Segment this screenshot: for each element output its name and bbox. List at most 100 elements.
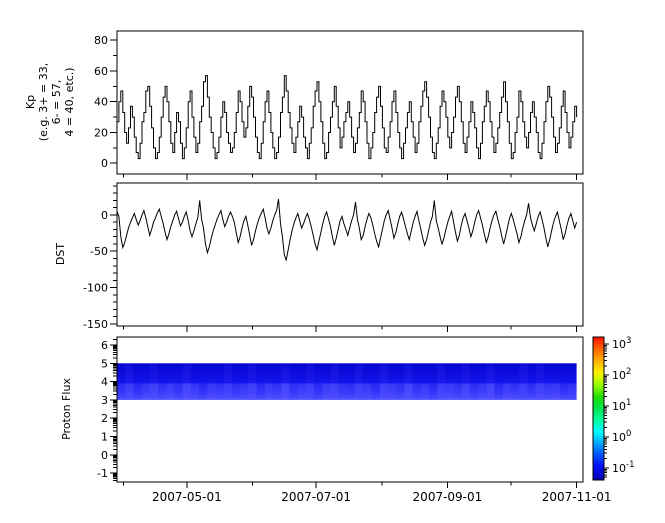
proton-flux-streak <box>568 383 577 400</box>
proton-flux-streak <box>387 383 397 400</box>
proton-flux-streak <box>560 383 569 400</box>
kp-axis-label-line3: 6- = 57, <box>50 80 63 125</box>
proton-flux-streak <box>158 383 167 400</box>
proton-flux-streak <box>289 383 298 400</box>
kp-axis-label-line4: 4 = 40, etc.) <box>63 67 76 136</box>
colorbar-tick-label: 103 <box>612 336 631 351</box>
proton-flux-streak <box>404 383 413 400</box>
colorbar-tick-label: 10-1 <box>612 460 634 475</box>
proton-flux-streak <box>535 363 544 400</box>
colorbar-ticks <box>604 343 609 478</box>
proton-flux-streak <box>346 383 356 400</box>
proton-flux-streak <box>437 363 446 400</box>
proton-flux-streak <box>174 383 183 400</box>
kp-ytick-label: 0 <box>101 157 108 170</box>
proton-flux-streak <box>371 383 380 400</box>
proton-flux-streak <box>404 363 413 400</box>
proton-flux-streak <box>535 383 544 400</box>
proton-flux-streak <box>486 383 495 400</box>
proton-flux-streak <box>519 363 528 400</box>
proton-flux-streak <box>437 383 446 400</box>
axis-ticks <box>110 39 578 488</box>
proton-flux-streak <box>420 383 429 400</box>
proton-flux-streak <box>355 363 364 400</box>
proton-flux-axis-label: Proton Flux <box>60 378 73 440</box>
proton-flux-streak <box>338 383 347 400</box>
axis-tick-labels: 80 60 40 20 0 0 -50 -100 -150 6 5 4 3 2 1 0 -1 2007-05-01… <box>83 34 611 504</box>
proton-flux-streak <box>231 383 241 400</box>
proton-ytick-label: 6 <box>101 339 108 352</box>
proton-flux-streak <box>125 383 134 400</box>
proton-flux-streak <box>469 383 479 400</box>
proton-flux-streak <box>396 383 405 400</box>
kp-axis-label-line1: Kp <box>24 95 37 109</box>
proton-flux-streak <box>149 383 159 400</box>
proton-flux-streak <box>305 383 315 400</box>
proton-flux-streak <box>511 383 520 400</box>
proton-flux-streak <box>273 383 282 400</box>
proton-flux-streak <box>314 383 323 400</box>
proton-flux-streak <box>552 383 561 400</box>
colorbar-tick-label: 100 <box>612 429 631 444</box>
x-tick-label: 2007-11-01 <box>542 490 612 504</box>
proton-flux-streak <box>461 383 470 400</box>
proton-flux-streak <box>330 363 339 400</box>
proton-flux-streak <box>248 363 257 400</box>
proton-flux-streak <box>149 363 159 400</box>
proton-ytick-label: 1 <box>101 430 108 443</box>
proton-ytick-label: 3 <box>101 394 108 407</box>
proton-flux-streak <box>240 383 249 400</box>
proton-flux-streak <box>133 383 142 400</box>
proton-flux-streak <box>519 383 528 400</box>
proton-flux-streak <box>453 383 462 400</box>
proton-ytick-label: -1 <box>97 467 108 480</box>
proton-flux-streak <box>412 383 421 400</box>
kp-panel-border <box>116 30 584 175</box>
proton-flux-streak <box>297 383 306 400</box>
proton-flux-streak <box>182 383 191 400</box>
proton-flux-streak <box>322 383 331 400</box>
x-tick-label: 2007-09-01 <box>413 490 483 504</box>
proton-flux-streak <box>461 363 470 400</box>
x-tick-label: 2007-07-01 <box>281 490 351 504</box>
proton-flux-streak <box>248 383 257 400</box>
proton-flux-streak <box>355 383 364 400</box>
proton-flux-band <box>117 363 577 400</box>
proton-flux-streak <box>330 383 339 400</box>
kp-trace <box>117 75 578 160</box>
proton-flux-streak <box>305 363 315 400</box>
proton-ytick-label: 2 <box>101 412 108 425</box>
proton-flux-streak <box>486 363 495 400</box>
proton-flux-streak <box>379 363 388 400</box>
proton-flux-streak <box>207 383 216 400</box>
proton-flux-streak <box>494 383 503 400</box>
dst-trace <box>116 198 578 262</box>
kp-axis-label-line2: (e.g. 3+ = 33, <box>37 63 50 141</box>
proton-panel-border <box>116 336 584 483</box>
proton-flux-streak <box>281 363 290 400</box>
proton-flux-streak <box>428 383 438 400</box>
proton-flux-streak <box>190 383 200 400</box>
proton-ytick-label: 5 <box>101 357 108 370</box>
kp-ytick-label: 60 <box>94 65 108 78</box>
proton-flux-streak <box>527 383 536 400</box>
proton-ytick-label: 4 <box>101 376 108 389</box>
proton-flux-streak <box>141 383 150 400</box>
colorbar-tick-label: 102 <box>612 367 631 382</box>
proton-flux-streak <box>281 383 290 400</box>
proton-flux-streak <box>502 383 512 400</box>
proton-flux-streak <box>117 383 126 400</box>
proton-flux-streak <box>379 383 388 400</box>
dst-ytick-label: -50 <box>90 245 108 258</box>
proton-flux-streak <box>223 383 232 400</box>
proton-flux-streak <box>543 383 553 400</box>
proton-flux-streak <box>166 383 175 400</box>
dst-ytick-label: 0 <box>101 209 108 222</box>
kp-ytick-label: 20 <box>94 126 108 139</box>
proton-flux-streak <box>445 383 454 400</box>
x-tick-label: 2007-05-01 <box>152 490 222 504</box>
proton-flux-streak <box>199 383 208 400</box>
dst-ytick-label: -150 <box>83 318 108 331</box>
